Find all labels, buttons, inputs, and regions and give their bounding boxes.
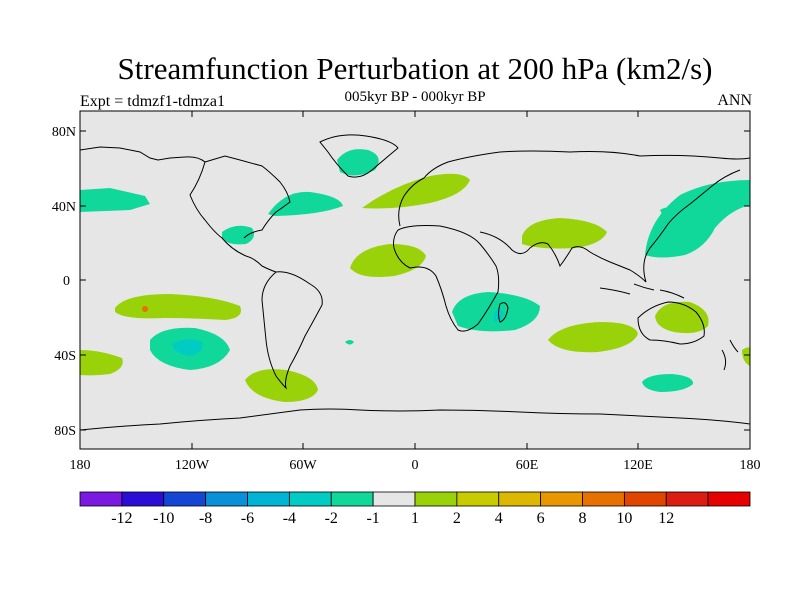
coast-new-zealand (721, 339, 739, 371)
latitude-axis (80, 130, 750, 431)
lon-label: 60E (516, 458, 539, 473)
colorbar-swatch (247, 491, 290, 507)
colorbar-swatch (330, 491, 374, 507)
colorbar-swatch (79, 491, 123, 507)
neg-region-japan (660, 207, 674, 215)
colorbar-label: -2 (325, 510, 338, 527)
neg-region-gulf (222, 225, 254, 245)
colorbar-swatch (707, 491, 751, 507)
pos-region-east-pacific (115, 294, 241, 320)
neg-region-atlantic-north (268, 191, 343, 216)
coast-greenland (319, 134, 399, 178)
neg-region-west-pacific (645, 180, 750, 258)
neg-region-southern-ocean-east (642, 374, 694, 392)
colorbar-label: 10 (616, 510, 632, 527)
pos-region-orange-dot (142, 306, 148, 312)
coast-africa (393, 225, 500, 332)
lat-label: 80N (52, 125, 76, 140)
coast-alaska (80, 146, 206, 163)
colorbar-swatch (121, 491, 165, 507)
coast-north-america (189, 161, 277, 273)
lat-label: 80S (54, 424, 76, 439)
lon-label: 60W (289, 458, 317, 473)
experiment-label: Expt = tdmzf1-tdmza1 (80, 93, 225, 110)
season-label: ANN (717, 92, 752, 109)
colorbar-swatch (623, 491, 667, 507)
colorbar-label: -12 (111, 510, 132, 527)
colorbar-swatch (163, 491, 207, 507)
lat-label: 40S (54, 349, 76, 364)
neg-region-south-pacific-core (172, 339, 203, 356)
lon-label: 180 (740, 458, 761, 473)
coast-indonesia (599, 283, 685, 299)
colorbar-swatch (582, 491, 625, 507)
lon-label: 120E (623, 458, 653, 473)
pos-region-indian-ocean-south (548, 322, 638, 353)
pos-region-south-pacific-west (80, 350, 123, 376)
colorbar-label: 8 (579, 510, 587, 527)
time-period-label: 005kyr BP - 000kyr BP (344, 89, 486, 105)
neg-region-greenland (337, 149, 379, 176)
pos-region-pacific-east-edge (742, 347, 750, 366)
colorbar-swatch (372, 491, 416, 507)
pos-region-australia (655, 301, 709, 334)
coast-europe (398, 150, 750, 227)
lon-label: 180 (70, 458, 91, 473)
neg-region-pacific-north (80, 188, 150, 212)
plot-title: Streamfunction Perturbation at 200 hPa (… (117, 51, 713, 86)
neg-region-atlantic-south-dot (345, 340, 354, 345)
colorbar-label: -1 (366, 510, 379, 527)
colorbar-label: 4 (495, 510, 503, 527)
colorbar-labels: -12 -10 -8 -6 -4 -2 -1 1 2 4 6 8 10 12 (111, 510, 674, 527)
coast-australia (637, 301, 705, 345)
lat-label: 40N (52, 200, 76, 215)
colorbar-label: 1 (411, 510, 419, 527)
map-background (80, 111, 750, 449)
pos-region-europe (362, 173, 470, 209)
coast-madagascar (498, 302, 509, 323)
longitude-axis (79, 111, 751, 449)
colorbar-swatch (540, 491, 583, 507)
colorbar-swatch (414, 491, 458, 507)
pos-region-arabia (522, 218, 607, 249)
colorbar-swatch (205, 491, 248, 507)
lat-label: 0 (63, 274, 70, 289)
colorbar (79, 491, 751, 507)
colorbar-swatch (288, 491, 332, 507)
colorbar-label: -6 (241, 510, 254, 527)
coast-antarctica (80, 408, 750, 431)
colorbar-label: -4 (283, 510, 296, 527)
coast-north-america-east (204, 155, 291, 239)
pos-region-north-africa (350, 244, 426, 277)
coast-east-asia (643, 169, 741, 283)
colorbar-swatch (456, 491, 500, 507)
colorbar-swatch (665, 491, 709, 507)
colorbar-label: -8 (199, 510, 212, 527)
colorbar-label: 12 (658, 510, 674, 527)
lon-label: 120W (175, 458, 210, 473)
coast-arabia-india (479, 231, 647, 283)
coastlines (80, 134, 750, 431)
colorbar-label: 6 (537, 510, 545, 527)
colorbar-label: 2 (453, 510, 461, 527)
contour-fields (80, 149, 750, 402)
lon-label: 0 (412, 458, 419, 473)
colorbar-label: -10 (153, 510, 174, 527)
colorbar-swatch (498, 491, 542, 507)
coast-south-america (261, 271, 323, 390)
pos-region-south-america (245, 369, 318, 402)
